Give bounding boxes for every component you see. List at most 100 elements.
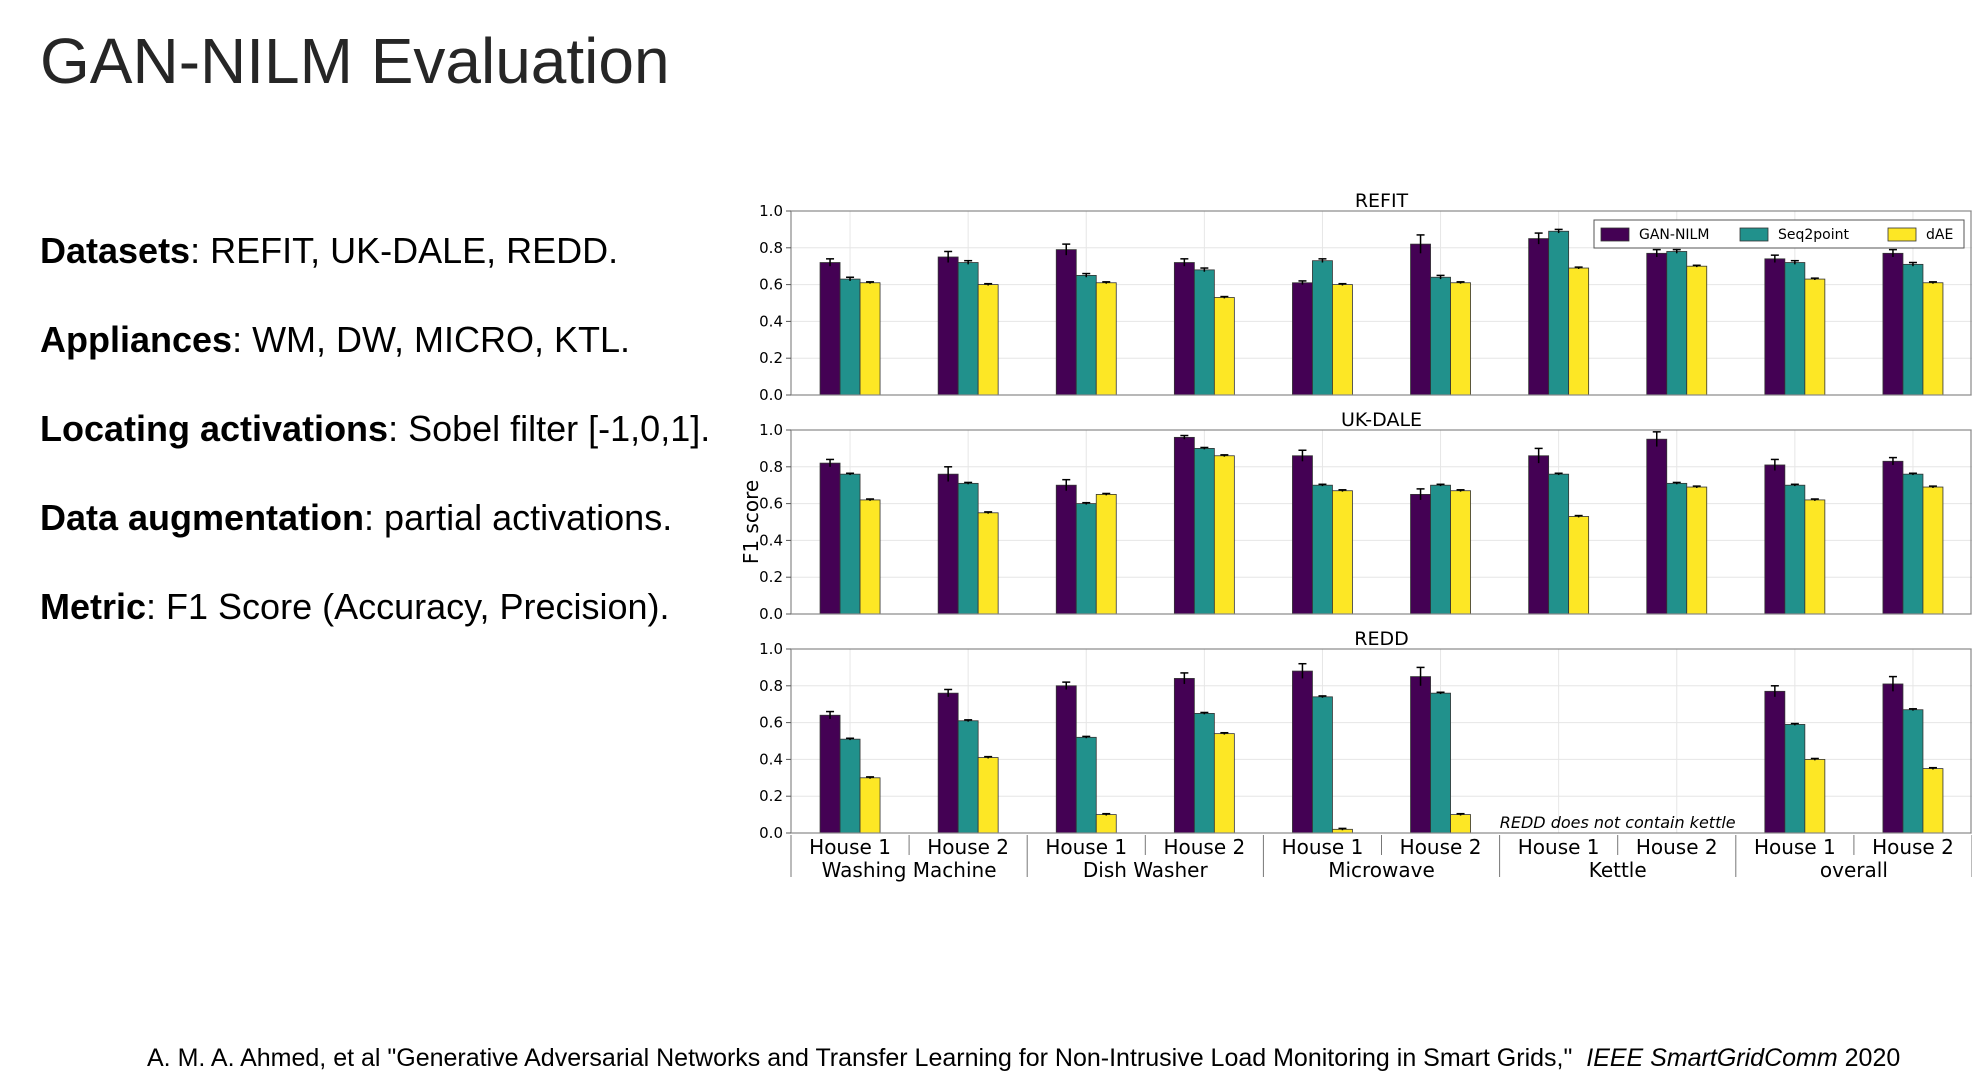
uk-dale-panel-title: UK-DALE (1341, 409, 1422, 431)
uk-dale-bar-gan-nilm (1528, 455, 1550, 615)
redd-bar-seq2point (839, 738, 861, 834)
redd-bar-seq2point (1430, 692, 1451, 834)
uk-dale-bar-seq2point (839, 473, 861, 615)
y-tick-label: 0.0 (759, 386, 783, 404)
uk-dale-bar-dae (1332, 490, 1353, 615)
x-tick-label: House 1 (1754, 835, 1836, 859)
redd-bar-dae (1213, 733, 1235, 834)
bullet-item: Data augmentation: partial activations. (40, 497, 710, 586)
bullet-label: Datasets (40, 230, 191, 271)
uk-dale-bar-seq2point (1193, 447, 1215, 615)
x-group-label: overall (1820, 858, 1888, 882)
uk-dale-bar-dae (1568, 516, 1590, 615)
bullet-label: Metric (40, 586, 147, 627)
x-group-label: Washing Machine (822, 858, 997, 882)
redd-bar-dae (859, 777, 881, 834)
x-tick-label: House 1 (1282, 835, 1364, 859)
redd-bar-seq2point (1784, 724, 1806, 834)
redd-bar-seq2point (1312, 696, 1333, 834)
bullet-list: Datasets: REFIT, UK-DALE, REDD. Applianc… (40, 230, 710, 675)
refit-bar-dae (1686, 265, 1708, 396)
citation-venue: IEEE SmartGridComm (1586, 1044, 1838, 1072)
uk-dale-bar-gan-nilm (1646, 438, 1668, 615)
y-tick-label: 0.0 (759, 824, 783, 842)
refit-bar-gan-nilm (1173, 262, 1195, 396)
uk-dale-bar-seq2point (957, 482, 979, 615)
redd-bar-gan-nilm (937, 692, 959, 834)
uk-dale-bar-dae (977, 512, 999, 615)
uk-dale-bar-gan-nilm (1764, 464, 1786, 615)
legend-label-dae: dAE (1926, 227, 1953, 243)
redd-panel-title: REDD (1354, 628, 1408, 650)
refit-bar-dae (1568, 267, 1590, 396)
legend-swatch-gan-nilm (1600, 227, 1630, 242)
uk-dale-bar-seq2point (1312, 484, 1333, 615)
bullet-label: Data augmentation (40, 497, 365, 538)
uk-dale-bar-dae (859, 499, 881, 615)
uk-dale-bar-seq2point (1784, 484, 1806, 615)
refit-bar-gan-nilm (1292, 282, 1313, 396)
uk-dale-bar-dae (1804, 499, 1826, 615)
refit-bar-gan-nilm (1528, 238, 1550, 396)
y-tick-label: 0.4 (759, 312, 783, 330)
y-tick-label: 0.4 (759, 531, 783, 549)
refit-bar-gan-nilm (819, 262, 841, 396)
uk-dale-bar-seq2point (1430, 484, 1451, 615)
y-tick-label: 0.2 (759, 568, 783, 586)
refit-bar-seq2point (1430, 276, 1451, 396)
y-tick-label: 0.8 (759, 458, 783, 476)
redd-bar-dae (1804, 759, 1826, 834)
bullet-item: Metric: F1 Score (Accuracy, Precision). (40, 586, 710, 675)
uk-dale-plot-frame (790, 429, 1972, 615)
refit-bar-dae (1332, 284, 1353, 396)
uk-dale-bar-gan-nilm (1292, 455, 1313, 615)
uk-dale-bar-gan-nilm (1173, 436, 1195, 615)
y-tick-label: 0.6 (759, 495, 783, 513)
refit-bar-seq2point (1075, 274, 1097, 396)
refit-bar-gan-nilm (1764, 258, 1786, 396)
redd-bar-gan-nilm (1882, 683, 1904, 834)
uk-dale-bar-gan-nilm (1410, 493, 1431, 615)
redd-bar-seq2point (957, 720, 979, 834)
redd-bar-dae (977, 757, 999, 834)
redd-bar-gan-nilm (819, 714, 841, 834)
uk-dale-bar-dae (1922, 486, 1944, 615)
uk-dale-bar-seq2point (1902, 473, 1924, 615)
panel-annotation: REDD does not contain kettle (1500, 813, 1736, 832)
x-tick-label: House 2 (1163, 835, 1245, 859)
bullet-item: Appliances: WM, DW, MICRO, KTL. (40, 319, 710, 408)
legend-swatch-seq2point (1739, 227, 1769, 242)
x-tick-label: House 1 (1518, 835, 1600, 859)
bullet-text: : F1 Score (Accuracy, Precision). (146, 586, 670, 627)
refit-bar-dae (859, 282, 881, 396)
x-group-label: Microwave (1328, 858, 1435, 882)
refit-bar-gan-nilm (1410, 243, 1431, 396)
citation: A. M. A. Ahmed, et al "Generative Advers… (147, 1044, 1900, 1073)
y-tick-label: 0.0 (759, 605, 783, 623)
refit-bar-dae (1450, 282, 1471, 396)
y-tick-label: 0.8 (759, 677, 783, 695)
uk-dale-bar-seq2point (1548, 473, 1570, 615)
redd-bar-gan-nilm (1173, 678, 1195, 834)
redd-bar-seq2point (1075, 736, 1097, 834)
y-tick-label: 0.2 (759, 787, 783, 805)
refit-bar-seq2point (839, 278, 861, 396)
legend-label-gan-nilm: GAN-NILM (1639, 227, 1709, 243)
slide-title: GAN-NILM Evaluation (40, 25, 670, 97)
x-group-label: Dish Washer (1083, 858, 1209, 882)
redd-bar-dae (1095, 814, 1117, 834)
y-tick-label: 1.0 (759, 421, 783, 439)
bullet-text: : Sobel filter [-1,0,1]. (388, 408, 711, 449)
bullet-label: Appliances (40, 319, 233, 360)
redd-bar-gan-nilm (1292, 670, 1313, 834)
refit-bar-gan-nilm (1055, 249, 1077, 396)
refit-bar-dae (1095, 282, 1117, 396)
redd-bar-seq2point (1193, 713, 1215, 834)
refit-bar-dae (1922, 282, 1944, 396)
refit-panel-title: REFIT (1355, 190, 1409, 212)
x-tick-label: House 1 (809, 835, 891, 859)
bullet-text: : REFIT, UK-DALE, REDD. (190, 230, 619, 271)
refit-bar-seq2point (1193, 269, 1215, 396)
y-axis-label: F1 score (739, 480, 763, 564)
